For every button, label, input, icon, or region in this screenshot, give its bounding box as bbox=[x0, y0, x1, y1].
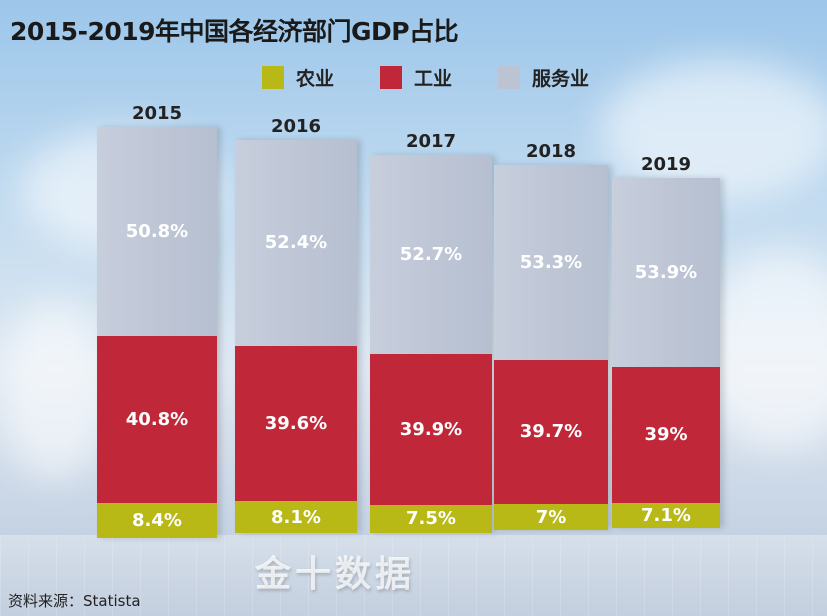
bar-segment: 52.4% bbox=[235, 140, 357, 346]
bar-segment: 52.7% bbox=[370, 155, 492, 354]
bar-segment: 8.1% bbox=[235, 501, 357, 533]
bar-segment: 53.9% bbox=[612, 178, 720, 367]
bar-segment: 7% bbox=[494, 504, 608, 530]
floor bbox=[0, 535, 827, 616]
bar-2017: 7.5% 39.9% 52.7% bbox=[370, 155, 492, 533]
source-note: 资料来源：Statista bbox=[8, 592, 141, 610]
data-label: 40.8% bbox=[125, 409, 189, 431]
data-label: 39% bbox=[644, 424, 688, 446]
data-label: 52.4% bbox=[264, 232, 328, 254]
data-label: 39.6% bbox=[264, 412, 328, 434]
bar-segment: 40.8% bbox=[97, 335, 217, 504]
data-label: 50.8% bbox=[125, 220, 189, 242]
bar-segment: 39.7% bbox=[494, 359, 608, 505]
data-label: 7.1% bbox=[641, 505, 691, 527]
data-label: 39.9% bbox=[399, 418, 463, 440]
legend-item: 服务业 bbox=[498, 64, 589, 91]
data-label: 53.9% bbox=[634, 261, 698, 283]
bar-segment: 50.8% bbox=[97, 127, 217, 336]
year-label: 2016 bbox=[270, 116, 322, 137]
chart-title: 2015-2019年中国各经济部门GDP占比 bbox=[10, 17, 459, 46]
bar-2018: 7% 39.7% 53.3% bbox=[494, 165, 608, 530]
bar-segment: 39.6% bbox=[235, 345, 357, 502]
data-label: 8.4% bbox=[132, 510, 182, 532]
data-label: 53.3% bbox=[519, 251, 583, 273]
year-label: 2017 bbox=[405, 131, 457, 152]
watermark-logo: 金十数据 bbox=[255, 554, 416, 595]
bar-2015: 8.4% 40.8% 50.8% bbox=[97, 127, 217, 538]
bar-segment: 7.5% bbox=[370, 504, 492, 533]
legend-swatch bbox=[380, 66, 403, 89]
bar-2019: 7.1% 39% 53.9% bbox=[612, 178, 720, 528]
bar-segment: 7.1% bbox=[612, 503, 720, 528]
data-label: 7.5% bbox=[406, 508, 456, 530]
bar-segment: 8.4% bbox=[97, 503, 217, 538]
year-label: 2019 bbox=[640, 154, 692, 175]
legend-label: 工业 bbox=[414, 68, 453, 90]
bar-segment: 39.9% bbox=[370, 354, 492, 505]
legend: 农业 工业 服务业 bbox=[262, 64, 589, 91]
legend-item: 工业 bbox=[380, 64, 452, 91]
year-label: 2015 bbox=[131, 103, 183, 124]
data-label: 39.7% bbox=[519, 421, 583, 443]
data-label: 8.1% bbox=[271, 506, 321, 528]
legend-swatch bbox=[262, 66, 284, 89]
legend-swatch bbox=[498, 66, 521, 89]
legend-label: 服务业 bbox=[532, 68, 590, 90]
bar-2016: 8.1% 39.6% 52.4% bbox=[235, 140, 357, 533]
data-label: 52.7% bbox=[399, 244, 463, 265]
bar-segment: 53.3% bbox=[494, 165, 608, 360]
year-label: 2018 bbox=[525, 141, 577, 162]
bar-segment: 39% bbox=[612, 366, 720, 504]
legend-item: 农业 bbox=[262, 64, 334, 91]
data-label: 7% bbox=[535, 506, 567, 528]
legend-label: 农业 bbox=[296, 68, 335, 90]
